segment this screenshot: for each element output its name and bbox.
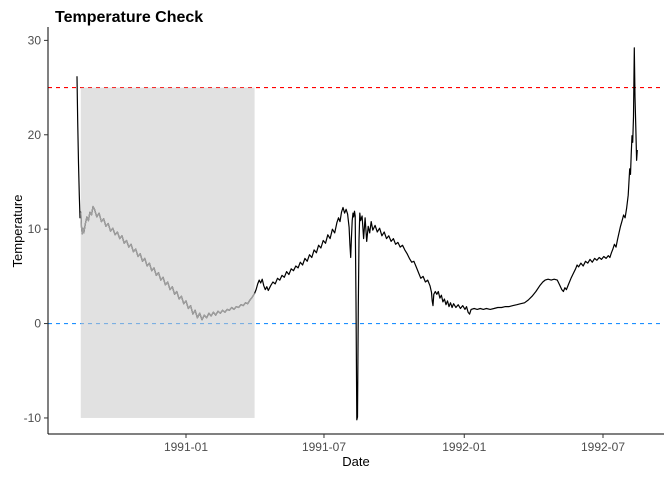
x-tick-label: 1991-07 (302, 440, 346, 454)
x-tick-label: 1992-01 (442, 440, 486, 454)
highlight-region (80, 87, 255, 418)
y-tick-label: -10 (24, 411, 42, 425)
x-tick-label: 1992-07 (581, 440, 625, 454)
y-axis-title: Temperature (10, 195, 25, 268)
temperature-line-highlighted (80, 205, 256, 321)
y-tick-label: 30 (28, 33, 42, 47)
chart-title: Temperature Check (55, 9, 203, 26)
y-tick-label: 0 (34, 317, 41, 331)
x-tick-label: 1991-01 (164, 440, 208, 454)
x-axis-title: Date (342, 454, 369, 469)
y-tick-label: 10 (28, 222, 42, 236)
y-tick-label: 20 (28, 128, 42, 142)
